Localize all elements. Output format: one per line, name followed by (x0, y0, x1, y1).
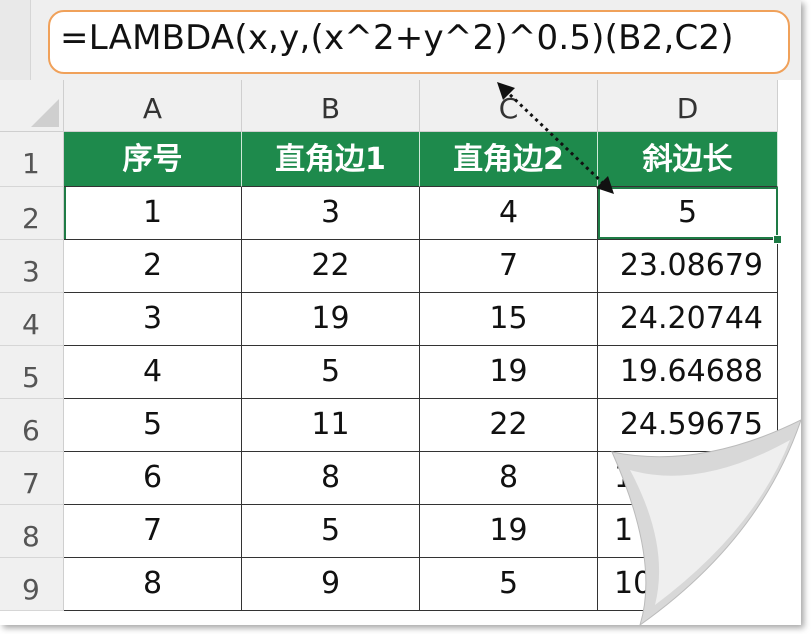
table-cell[interactable]: 5 (242, 505, 420, 558)
table-cell[interactable]: 4 (420, 187, 598, 240)
row-header-9[interactable]: 9 (0, 558, 64, 611)
table-cell[interactable]: 7 (420, 240, 598, 293)
table-cell[interactable]: 8 (242, 452, 420, 505)
table-cell[interactable]: 2 (64, 240, 242, 293)
table-cell[interactable]: 24.20744 (598, 293, 778, 346)
annotation-overlay (497, 82, 801, 625)
header-cell-leg2[interactable]: 直角边2 (420, 132, 598, 187)
row-header-3[interactable]: 3 (0, 240, 64, 293)
table-cell[interactable]: 5 (420, 558, 598, 611)
row-header-1[interactable]: 1 (0, 132, 64, 187)
table-cell[interactable]: 9 (242, 558, 420, 611)
selected-cell-outline (598, 187, 778, 239)
table-cell[interactable]: 5 (64, 399, 242, 452)
table-cell[interactable]: 11 (242, 399, 420, 452)
select-all-corner[interactable] (0, 80, 64, 132)
column-header-b[interactable]: B (242, 80, 420, 132)
table-cell[interactable]: 7 (64, 505, 242, 558)
formula-text[interactable]: =LAMBDA(x,y,(x^2+y^2)^0.5)(B2,C2) (60, 18, 734, 58)
row-header-2[interactable]: 2 (0, 187, 64, 240)
active-row-indicator (64, 187, 66, 239)
table-cell[interactable]: 3 (64, 293, 242, 346)
double-arrow-icon (497, 82, 614, 194)
table-cell[interactable]: 19 (420, 505, 598, 558)
table-cell[interactable]: 22 (242, 240, 420, 293)
table-cell[interactable]: 8 (64, 558, 242, 611)
table-cell[interactable]: 23.08679 (598, 240, 778, 293)
table-cell[interactable]: 1 (64, 187, 242, 240)
table-cell[interactable]: 3 (242, 187, 420, 240)
table-cell-selected[interactable]: 5 (598, 187, 778, 240)
header-cell-hypotenuse[interactable]: 斜边长 (598, 132, 778, 187)
page-curl-icon (611, 419, 801, 625)
header-cell-index[interactable]: 序号 (64, 132, 242, 187)
table-cell[interactable]: 19 (242, 293, 420, 346)
row-header-8[interactable]: 8 (0, 505, 64, 558)
table-cell[interactable]: 8 (420, 452, 598, 505)
header-cell-leg1[interactable]: 直角边1 (242, 132, 420, 187)
table-cell[interactable]: 6 (64, 452, 242, 505)
column-header-a[interactable]: A (64, 80, 242, 132)
fill-handle[interactable] (773, 235, 782, 244)
row-header-4[interactable]: 4 (0, 293, 64, 346)
formula-bar: =LAMBDA(x,y,(x^2+y^2)^0.5)(B2,C2) (0, 0, 801, 80)
table-cell[interactable]: 4 (64, 346, 242, 399)
table-cell[interactable]: 22 (420, 399, 598, 452)
row-header-6[interactable]: 6 (0, 399, 64, 452)
row-header-7[interactable]: 7 (0, 452, 64, 505)
row-header-5[interactable]: 5 (0, 346, 64, 399)
formula-input[interactable]: =LAMBDA(x,y,(x^2+y^2)^0.5)(B2,C2) (48, 10, 790, 74)
table-cell[interactable]: 19 (420, 346, 598, 399)
table-cell[interactable]: 5 (242, 346, 420, 399)
table-cell[interactable]: 15 (420, 293, 598, 346)
formula-bar-gutter (0, 0, 31, 80)
table-cell[interactable]: 19.64688 (598, 346, 778, 399)
column-header-d[interactable]: D (598, 80, 778, 132)
spreadsheet-view: =LAMBDA(x,y,(x^2+y^2)^0.5)(B2,C2) A B C … (0, 0, 801, 625)
